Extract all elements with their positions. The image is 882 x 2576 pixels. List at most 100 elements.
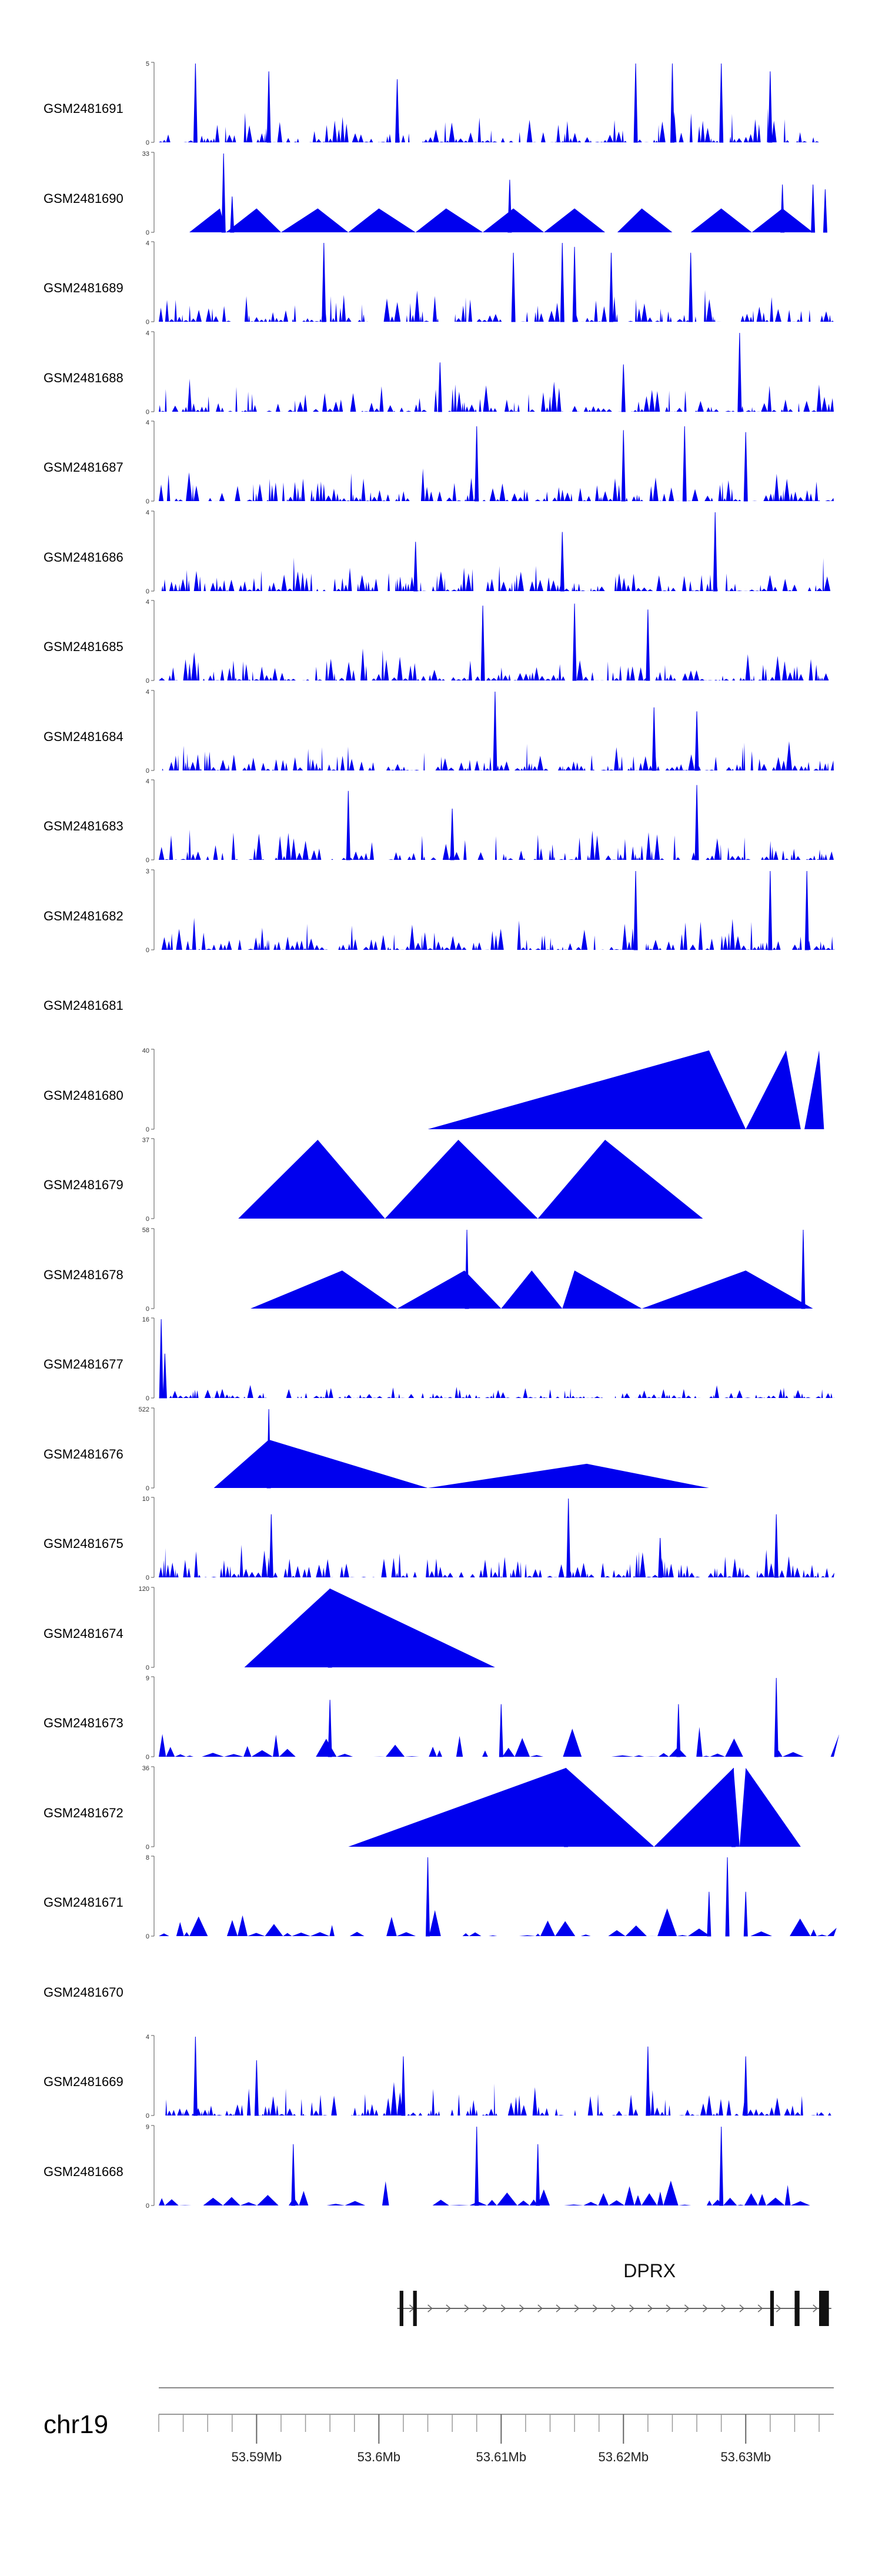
track-GSM2481680: GSM2481680 40 0 xyxy=(0,1048,882,1137)
track-plot: 40 xyxy=(146,689,834,775)
exon xyxy=(819,2291,829,2326)
coverage-spike xyxy=(743,432,748,502)
track-GSM2481674: GSM2481674 120 0 xyxy=(0,1586,882,1676)
track-GSM2481685: GSM2481685 4 0 xyxy=(0,599,882,689)
coverage-peak xyxy=(427,1463,709,1488)
track-plot: 90 xyxy=(146,1676,840,1761)
strand-arrow xyxy=(427,2304,433,2313)
coverage-peak xyxy=(348,1767,654,1847)
y-tick-label-bottom: 0 xyxy=(146,857,149,864)
strand-arrow xyxy=(611,2304,616,2313)
track-GSM2481668: GSM2481668 9 0 xyxy=(0,2124,882,2214)
y-tick-label-top: 4 xyxy=(146,689,149,696)
coverage-spike xyxy=(731,1767,736,1847)
coverage-spike xyxy=(266,1409,271,1488)
track-label: GSM2481680 xyxy=(44,1087,123,1103)
coverage-spike xyxy=(646,2046,650,2116)
track-label: GSM2481687 xyxy=(44,460,123,475)
track-GSM2481686: GSM2481686 4 0 xyxy=(0,510,882,599)
strand-arrow xyxy=(776,2304,781,2313)
coverage-spike xyxy=(328,1700,332,1757)
coverage-peak xyxy=(397,1270,502,1309)
coverage-spike xyxy=(670,63,674,143)
y-tick-label-bottom: 0 xyxy=(146,139,149,146)
coverage-spike xyxy=(737,332,742,412)
coverage-spike xyxy=(328,1588,332,1667)
track-plot: 16 0 xyxy=(142,1317,836,1402)
coverage-peak xyxy=(537,1140,703,1219)
track-GSM2481687: GSM2481687 4 0 xyxy=(0,420,882,509)
track-GSM2481683: GSM2481683 4 0 xyxy=(0,779,882,868)
coverage-peak xyxy=(501,1270,563,1309)
strand-arrow xyxy=(647,2304,653,2313)
track-GSM2481681: GSM2481681 xyxy=(0,958,882,1047)
y-tick-label-bottom: 0 xyxy=(146,498,149,505)
y-tick-label-bottom: 0 xyxy=(146,1754,149,1761)
coverage-spike xyxy=(401,2056,406,2116)
track-plot: 58 0 xyxy=(142,1227,813,1313)
coverage-spike xyxy=(780,184,785,232)
coverage-spike xyxy=(499,1704,503,1757)
exon xyxy=(413,2291,417,2326)
strand-arrow xyxy=(482,2304,488,2313)
coverage-spike xyxy=(804,870,809,950)
coverage-spike xyxy=(426,1857,430,1937)
exon xyxy=(794,2291,800,2326)
track-plot: 120 0 xyxy=(139,1586,495,1671)
y-tick-label-bottom: 0 xyxy=(146,409,149,416)
y-tick-label-top: 9 xyxy=(146,2124,149,2131)
coverage-spike xyxy=(159,1319,163,1399)
coverage-area xyxy=(159,1544,834,1577)
strand-arrow xyxy=(519,2304,524,2313)
track-plot: 40 xyxy=(146,599,834,685)
coverage-spike xyxy=(560,242,564,322)
coverage-spike xyxy=(694,785,699,860)
genome-axis: 53.59Mb 53.6Mb 53.61Mb 53.62Mb 53.63Mb xyxy=(158,2387,834,2464)
coverage-peak xyxy=(189,208,226,232)
coverage-spike xyxy=(713,512,717,591)
coverage-spike xyxy=(564,1767,569,1847)
gene-name: DPRX xyxy=(623,2260,676,2281)
coverage-spike xyxy=(493,691,497,770)
strand-arrow xyxy=(757,2304,763,2313)
track-label: GSM2481686 xyxy=(44,549,123,565)
coverage-peak xyxy=(654,1767,740,1847)
axis-tick-label: 53.61Mb xyxy=(476,2450,527,2464)
coverage-spike xyxy=(811,184,816,232)
coverage-spike xyxy=(774,1514,779,1578)
track-label: GSM2481670 xyxy=(44,1984,123,2000)
coverage-peak xyxy=(348,208,416,232)
coverage-spike xyxy=(743,2056,748,2116)
axis-tick-label: 53.62Mb xyxy=(598,2450,649,2464)
coverage-spike xyxy=(193,63,198,143)
chromosome-label: chr19 xyxy=(44,2410,109,2439)
coverage-spike xyxy=(658,1537,663,1578)
coverage-area xyxy=(159,1908,837,1936)
track-plot: 40 xyxy=(146,510,834,595)
track-plot: 30 xyxy=(146,869,836,954)
track-label: GSM2481681 xyxy=(44,998,123,1013)
y-tick-label-bottom: 0 xyxy=(146,1395,149,1402)
coverage-spike xyxy=(676,1704,681,1757)
strand-arrow xyxy=(813,2304,818,2313)
y-tick-label-bottom: 0 xyxy=(146,1126,149,1133)
coverage-peak xyxy=(280,208,349,232)
coverage-peak xyxy=(544,208,606,232)
track-label: GSM2481682 xyxy=(44,908,123,923)
track-plot: 40 xyxy=(146,779,834,864)
y-tick-label-top: 58 xyxy=(142,1227,149,1234)
coverage-spike xyxy=(450,808,455,860)
coverage-spike xyxy=(230,196,235,232)
y-tick-label-top: 37 xyxy=(142,1137,149,1144)
coverage-spike xyxy=(823,189,827,232)
y-tick-label-top: 4 xyxy=(146,420,149,426)
coverage-spike xyxy=(475,426,479,502)
track-GSM2481672: GSM2481672 36 0 xyxy=(0,1766,882,1855)
track-label: GSM2481690 xyxy=(44,191,123,206)
y-tick-label-top: 33 xyxy=(142,151,149,158)
track-plot: 40 xyxy=(146,241,834,326)
coverage-peak xyxy=(427,1050,746,1129)
coverage-spike xyxy=(507,179,512,232)
track-label: GSM2481669 xyxy=(44,2074,123,2089)
